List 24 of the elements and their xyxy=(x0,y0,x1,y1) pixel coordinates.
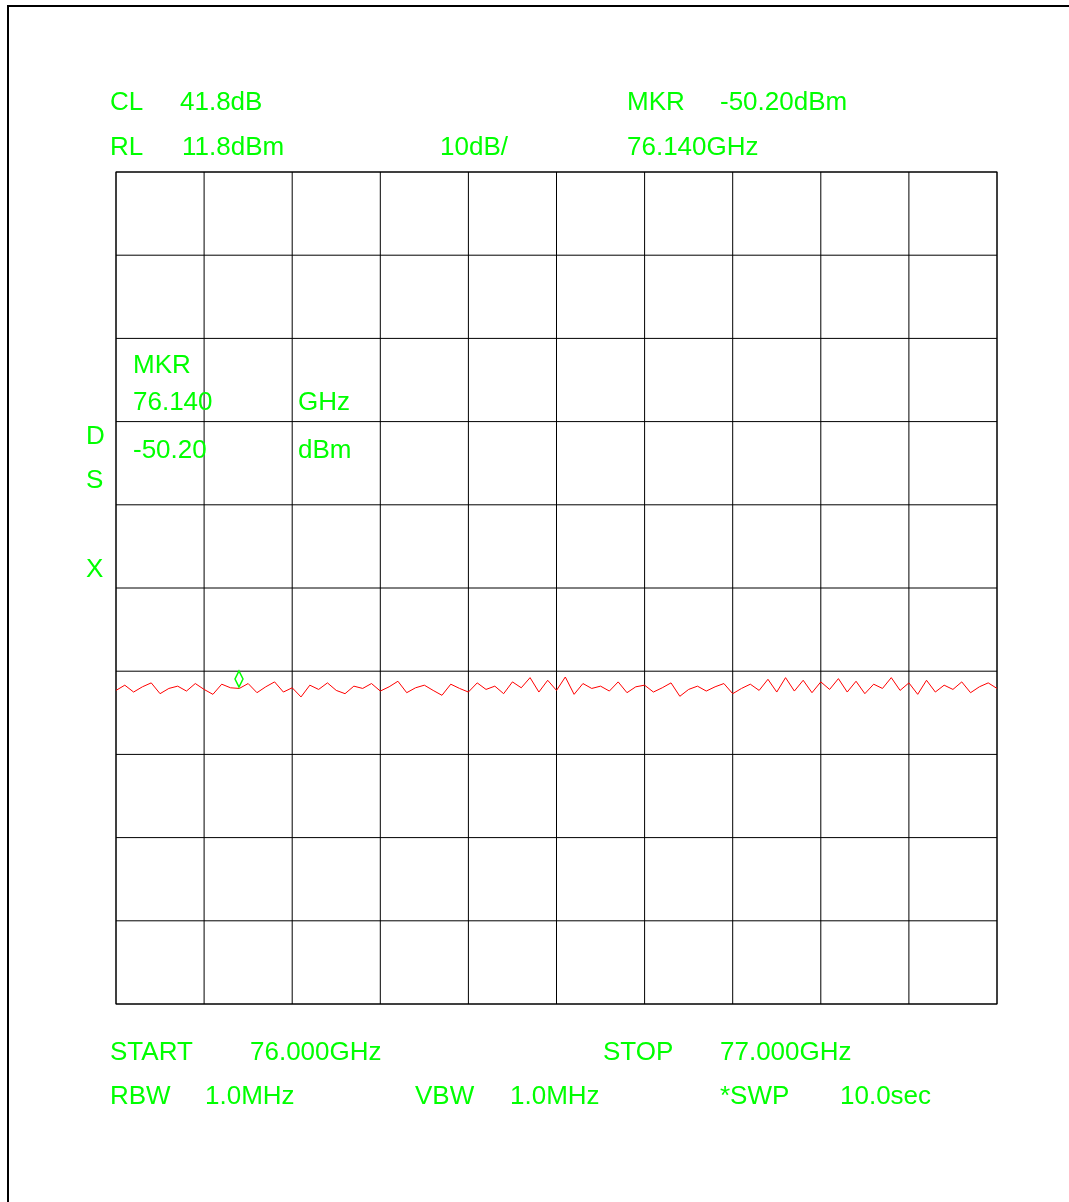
text: -50.20dBm xyxy=(720,86,848,116)
text: 41.8dB xyxy=(180,86,263,116)
text: 1.0MHz xyxy=(510,1080,600,1110)
text: 11.8dBm xyxy=(182,131,285,161)
text: X xyxy=(86,553,104,583)
text: STOP xyxy=(603,1036,674,1066)
text: *SWP xyxy=(720,1080,790,1110)
text: START xyxy=(110,1036,193,1066)
text: S xyxy=(86,464,104,494)
text: RL xyxy=(110,131,144,161)
text: 1.0MHz xyxy=(205,1080,295,1110)
text: 76.140GHz xyxy=(627,131,759,161)
text: 10dB/ xyxy=(440,131,509,161)
text: MKR xyxy=(133,349,191,379)
text: 77.000GHz xyxy=(720,1036,852,1066)
text: RBW xyxy=(110,1080,172,1110)
text: VBW xyxy=(415,1080,475,1110)
text: dBm xyxy=(298,434,352,464)
text: 10.0sec xyxy=(840,1080,932,1110)
text: 76.000GHz xyxy=(250,1036,382,1066)
text: MKR xyxy=(627,86,685,116)
text: GHz xyxy=(298,386,350,416)
text: CL xyxy=(110,86,144,116)
text: D xyxy=(86,420,105,450)
